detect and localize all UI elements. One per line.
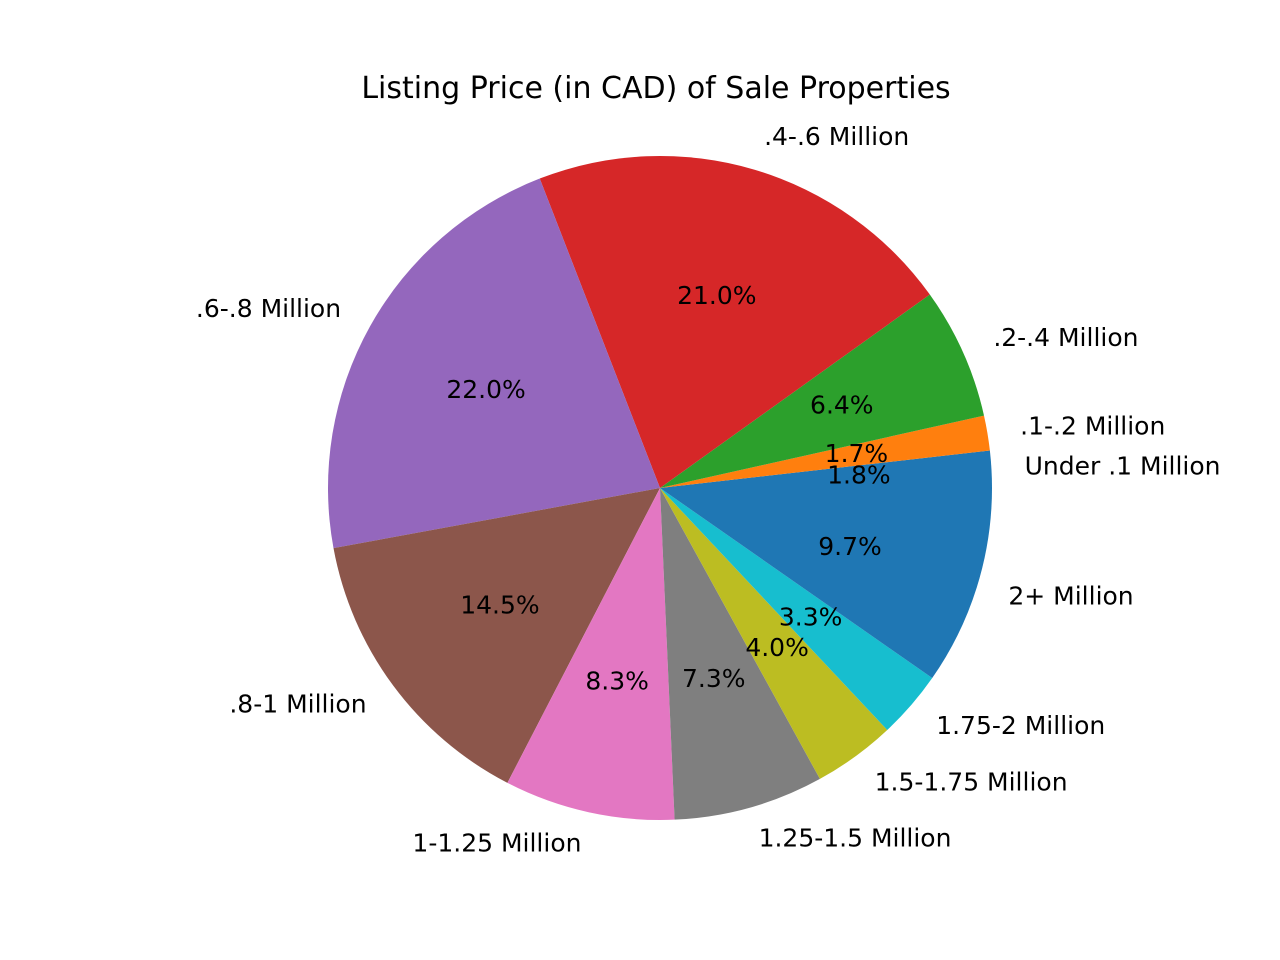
slice-label-1-1-25-million: 1-1.25 Million (412, 829, 581, 858)
slice-percent-1-1-25-million: 8.3% (585, 667, 649, 696)
pie-slice-1-1-25-million (507, 488, 675, 820)
slice-percent-under-1-million: 1.8% (827, 461, 891, 490)
slice-label-4-6-million: .4-.6 Million (764, 122, 909, 151)
pie-labels: Under .1 Million 1.8% .1-.2 Million 1.7% .2-… (196, 122, 1221, 858)
pie-slice-under-1-million (660, 450, 992, 488)
slice-percent-1-75-2-million: 3.3% (779, 602, 843, 631)
slice-label-under-1-million: Under .1 Million (1025, 451, 1221, 480)
pie-slice-2-4-million (660, 294, 985, 488)
slice-percent-8-1-million: 14.5% (460, 591, 539, 620)
pie-slice-1-25-1-5-million (660, 488, 820, 820)
slice-label-6-8-million: .6-.8 Million (196, 294, 341, 323)
slice-label-1-5-1-75-million: 1.5-1.75 Million (875, 767, 1068, 796)
pie-slices (327, 155, 992, 820)
slice-percent-4-6-million: 21.0% (677, 281, 756, 310)
slice-percent-2-4-million: 6.4% (810, 391, 874, 420)
pie-slice-1-75-2-million (660, 488, 933, 731)
slice-label-1-2-million: .1-.2 Million (1020, 411, 1165, 440)
pie-slice-4-6-million (539, 155, 930, 488)
chart-title: Listing Price (in CAD) of Sale Propertie… (361, 71, 950, 106)
slice-label-1-75-2-million: 1.75-2 Million (936, 711, 1105, 740)
pie-slice-8-1-million (333, 488, 660, 783)
pie-slice-2-million (660, 488, 992, 679)
slice-percent-6-8-million: 22.0% (446, 375, 525, 404)
slice-label-1-25-1-5-million: 1.25-1.5 Million (759, 824, 952, 853)
slice-percent-1-5-1-75-million: 4.0% (745, 633, 809, 662)
pie-slice-1-2-million (660, 415, 990, 488)
slice-percent-2-million: 9.7% (818, 532, 882, 561)
slice-label-2-4-million: .2-.4 Million (993, 323, 1138, 352)
slice-label-8-1-million: .8-1 Million (229, 689, 366, 718)
pie-slice-1-5-1-75-million (660, 488, 888, 779)
slice-percent-1-2-million: 1.7% (825, 439, 889, 468)
slice-label-2-million: 2+ Million (1008, 582, 1133, 611)
slice-percent-1-25-1-5-million: 7.3% (682, 664, 746, 693)
pie-slice-6-8-million (327, 178, 660, 549)
